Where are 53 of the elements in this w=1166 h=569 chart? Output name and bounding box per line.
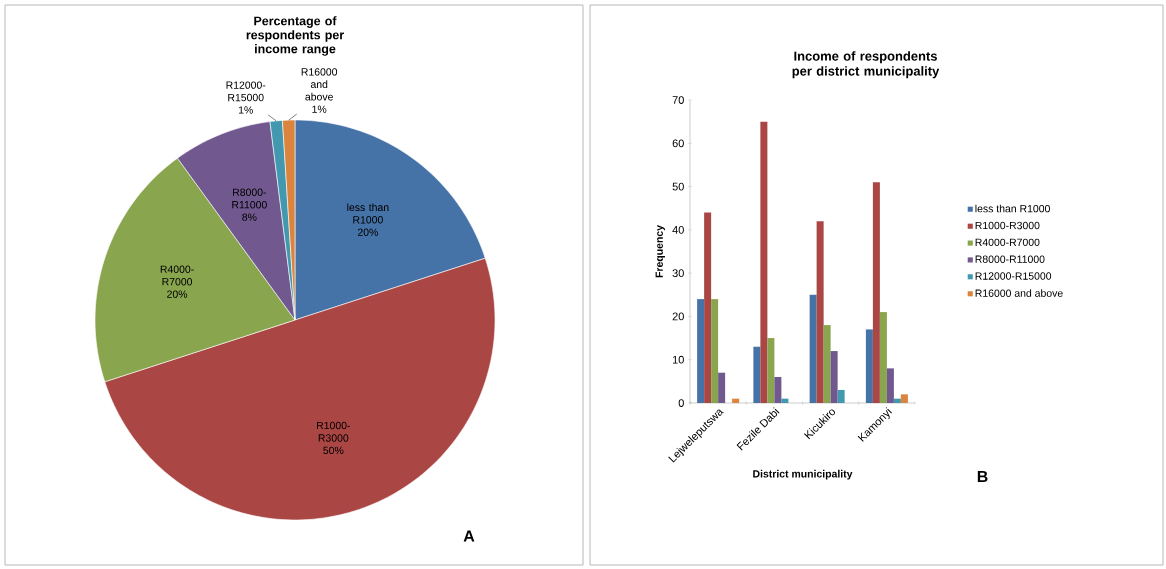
bar (718, 372, 726, 403)
y-tick-label: 20 (672, 312, 684, 321)
y-tick-label: 70 (672, 96, 684, 104)
bar (760, 121, 768, 403)
slice-label: less than R1000 (347, 203, 389, 224)
bar (886, 368, 894, 403)
data-label: 20% (167, 290, 188, 298)
y-tick-label: 40 (672, 225, 684, 234)
y-axis-title: Frequency (655, 225, 665, 278)
bar (872, 182, 880, 403)
data-label: 1% (312, 105, 327, 113)
bar (830, 351, 838, 403)
slice-label: R12000-R15000 (226, 81, 266, 102)
data-label: 20% (357, 228, 378, 236)
y-tick-label: 50 (672, 182, 684, 191)
bar (837, 390, 845, 403)
bar (767, 338, 775, 403)
chart-title: Income of respondents per district municipality (792, 51, 940, 79)
bar (711, 299, 719, 403)
bar (732, 398, 740, 403)
data-label: 8% (242, 213, 257, 221)
bar (697, 299, 705, 403)
slice-label: R1000-R3000 (317, 421, 350, 442)
text: A (463, 530, 475, 542)
slice-label: R4000-R7000 (160, 265, 194, 286)
data-label: 50% (323, 446, 344, 455)
bar (753, 346, 761, 403)
slice-label: R8000-R11000 (232, 188, 267, 209)
bar (865, 329, 873, 403)
data-label: 1% (238, 106, 253, 114)
legend-label: R4000-R7000 (975, 238, 1040, 247)
bar (893, 398, 901, 403)
legend-label: less than R1000 (975, 204, 1050, 213)
bar (816, 221, 824, 403)
bar (900, 394, 908, 403)
slice-label: R16000 and above (301, 68, 338, 101)
y-tick-label: 30 (672, 269, 684, 278)
legend-label: R8000-R11000 (975, 255, 1045, 263)
y-tick-label: 60 (672, 139, 684, 148)
x-axis-title: District municipality (753, 469, 853, 480)
y-tick-label: 10 (672, 355, 684, 364)
legend-label: R16000 and above (975, 289, 1063, 297)
text: B (977, 471, 988, 483)
legend-label: R1000-R3000 (975, 221, 1040, 230)
bar (774, 377, 782, 403)
y-tick-label: 0 (678, 399, 684, 407)
bar (809, 294, 817, 403)
bar (879, 312, 887, 403)
bar (823, 325, 831, 403)
chart-title: Percentage of respondents per income range (246, 16, 344, 56)
legend-label: R12000-R15000 (975, 272, 1052, 280)
bar (781, 398, 789, 403)
bar (704, 212, 712, 403)
